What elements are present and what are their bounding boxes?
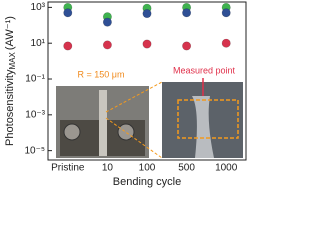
y-tick-label: 10⁻⁵ bbox=[24, 145, 45, 156]
y-tick-label: 10⁻³ bbox=[25, 109, 45, 120]
point bbox=[142, 39, 152, 49]
bent-sample bbox=[192, 96, 214, 158]
point bbox=[102, 17, 112, 27]
x-tick-label: 1000 bbox=[215, 163, 238, 174]
label-box bbox=[77, 68, 125, 82]
x-tick-label: 10 bbox=[102, 163, 114, 174]
y-label-unit: (AW⁻¹) bbox=[4, 16, 16, 50]
point bbox=[221, 38, 231, 48]
y-label-sub: MAX bbox=[8, 52, 17, 70]
y-tick-label: 10¹ bbox=[31, 38, 46, 49]
chart: R = 150 μm Measured point Bending cycle … bbox=[4, 1, 247, 188]
y-label-main: Photosensitivity bbox=[4, 69, 16, 146]
point bbox=[142, 9, 152, 19]
x-tick-label: Pristine bbox=[51, 163, 85, 174]
inset-photos bbox=[56, 68, 243, 159]
point bbox=[221, 8, 231, 18]
highlight-box bbox=[177, 99, 239, 139]
screw bbox=[63, 123, 81, 141]
annotation: R = 150 μm bbox=[78, 69, 125, 79]
x-tick-label: 500 bbox=[178, 163, 195, 174]
y-tick-label: 10³ bbox=[31, 2, 46, 13]
point bbox=[182, 8, 192, 18]
point bbox=[63, 8, 73, 18]
zoom-line bbox=[105, 81, 163, 113]
y-axis-title: PhotosensitivityMAX (AW⁻¹) bbox=[4, 16, 17, 146]
point bbox=[63, 41, 73, 51]
zoom-line bbox=[105, 117, 163, 159]
plot-frame bbox=[47, 1, 247, 161]
point bbox=[102, 40, 112, 50]
y-tick-label: 10⁻¹ bbox=[25, 74, 45, 85]
x-tick-label: 100 bbox=[139, 163, 156, 174]
screw bbox=[117, 123, 135, 141]
point bbox=[182, 41, 192, 51]
annotation: Measured point bbox=[173, 65, 236, 75]
sample-strip bbox=[99, 90, 107, 156]
x-axis-title: Bending cycle bbox=[113, 176, 182, 188]
